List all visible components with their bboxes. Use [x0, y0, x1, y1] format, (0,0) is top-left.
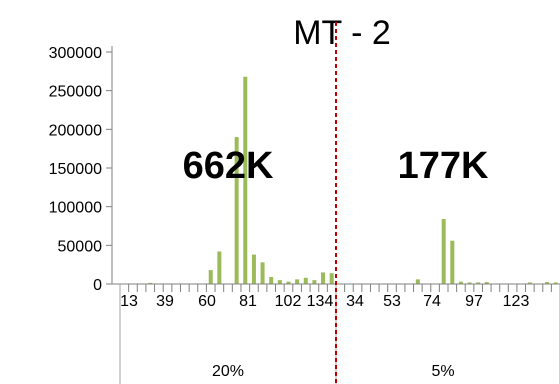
x-tick-label: 34	[346, 293, 364, 310]
bar	[286, 281, 291, 284]
bar	[527, 282, 532, 284]
bar	[484, 282, 489, 284]
bar	[476, 282, 481, 284]
bar	[217, 251, 222, 284]
y-tick-label: 250000	[49, 84, 102, 101]
y-tick-label: 200000	[49, 122, 102, 139]
y-tick-label: 0	[93, 277, 102, 294]
group-20-total-annotation: 662K	[183, 145, 274, 187]
bar	[148, 282, 153, 284]
bar	[303, 277, 308, 284]
y-tick-label: 50000	[58, 238, 103, 255]
chart-title: MT - 2	[293, 14, 391, 52]
bar	[312, 280, 317, 284]
bar	[251, 254, 256, 284]
x-tick-label: 134	[307, 293, 334, 310]
x-axis: 13 39 60 81 102 134 34 53 74 97 123 20% 5%	[112, 283, 560, 384]
bar	[295, 279, 300, 284]
x-tick-label: 123	[503, 293, 530, 310]
bar	[329, 273, 334, 284]
bar	[467, 282, 472, 284]
x-tick-label: 97	[465, 293, 483, 310]
y-axis: 0 50000 100000 150000 200000 250000 300000	[49, 45, 113, 294]
bar	[458, 281, 463, 284]
x-group-label: 5%	[431, 363, 454, 380]
y-tick-label: 150000	[49, 161, 102, 178]
y-tick-label: 100000	[49, 200, 102, 217]
bar	[545, 282, 550, 284]
bar	[441, 219, 446, 284]
x-group-label: 20%	[212, 363, 244, 380]
bar	[208, 270, 213, 284]
group-5-total-annotation: 177K	[398, 145, 489, 187]
x-tick-label: 13	[120, 293, 138, 310]
bar	[553, 282, 558, 284]
x-tick-label: 53	[383, 293, 401, 310]
x-tick-label: 102	[275, 293, 302, 310]
x-tick-label: 74	[423, 293, 441, 310]
bar	[415, 279, 420, 284]
bar	[234, 137, 239, 284]
x-tick-label: 39	[156, 293, 174, 310]
bar	[277, 280, 282, 284]
bar	[321, 272, 326, 284]
x-tick-label: 60	[198, 293, 216, 310]
bar	[260, 262, 265, 284]
bars	[148, 76, 558, 284]
bar	[269, 277, 274, 284]
x-tick-label: 81	[239, 293, 257, 310]
bar	[450, 240, 455, 284]
y-tick-label: 300000	[49, 45, 102, 62]
bar	[243, 76, 248, 284]
